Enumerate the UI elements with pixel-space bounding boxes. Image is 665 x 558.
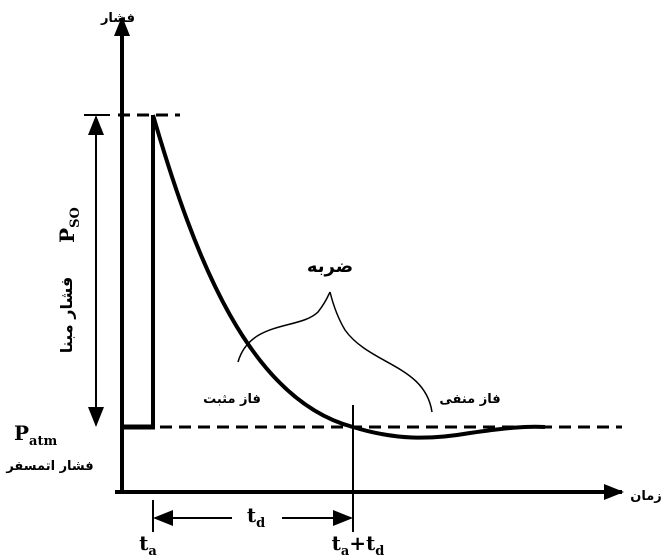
symbol: t <box>247 503 257 527</box>
subscript: SO <box>68 207 83 228</box>
impulse-label: ضربه <box>307 256 353 277</box>
pso-symbol: PSO <box>55 207 83 243</box>
symbol: P <box>14 421 29 445</box>
symbol: t <box>366 531 376 555</box>
subscript: atm <box>29 434 57 449</box>
positive-phase: فاز مثبت <box>203 392 261 407</box>
subscript: d <box>375 544 384 558</box>
subscript: a <box>341 544 350 558</box>
x-axis-label: زمان <box>630 489 662 504</box>
ta-label: ta <box>139 531 157 558</box>
patm-symbol: Patm <box>14 421 57 449</box>
symbol: t <box>332 531 342 555</box>
y-axis-label: فشار <box>100 11 135 26</box>
subscript: d <box>256 516 265 531</box>
symbol: P <box>55 228 79 243</box>
pso-text: فشار مبنا <box>57 277 76 354</box>
patm-text: فشار اتمسفر <box>5 459 93 474</box>
negative-phase: فاز منفی <box>439 392 500 407</box>
brace <box>329 291 433 413</box>
td-label: td <box>247 503 265 531</box>
subscript: a <box>148 544 157 558</box>
symbol: t <box>139 531 149 555</box>
end-time-label: ta+td <box>332 531 385 558</box>
brace <box>237 291 331 363</box>
plus: + <box>349 531 366 555</box>
